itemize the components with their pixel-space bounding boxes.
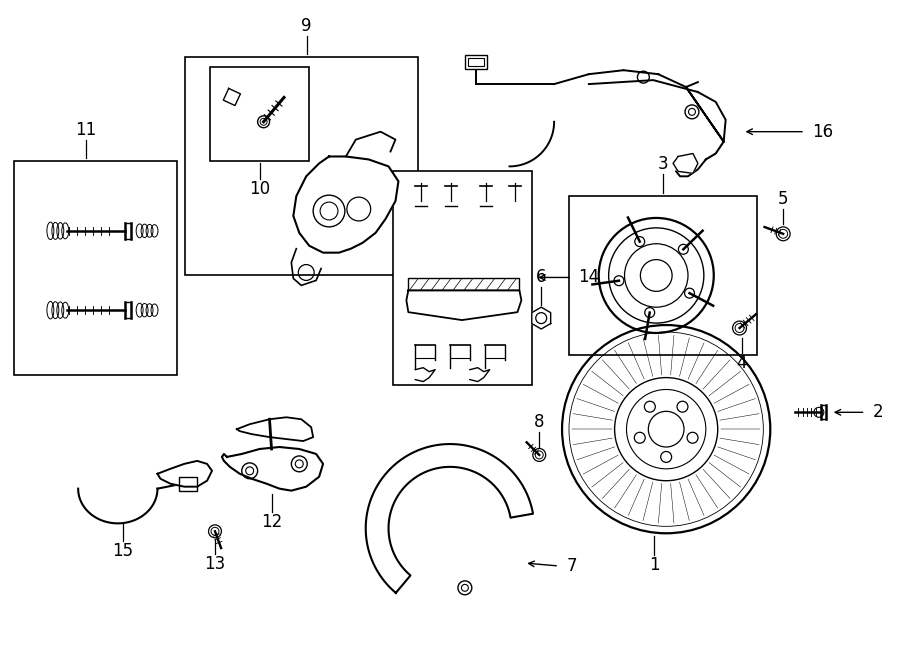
Bar: [468, 58, 483, 66]
Polygon shape: [365, 444, 533, 593]
Bar: [14, 161, 177, 375]
Polygon shape: [407, 290, 521, 320]
Text: 13: 13: [204, 555, 226, 573]
Polygon shape: [158, 461, 212, 486]
Text: 9: 9: [302, 17, 312, 34]
Polygon shape: [237, 417, 313, 441]
Text: 7: 7: [567, 557, 578, 575]
Text: 16: 16: [812, 123, 833, 141]
Bar: [569, 196, 758, 355]
Bar: [210, 67, 310, 161]
Polygon shape: [293, 157, 399, 253]
Text: 3: 3: [658, 155, 669, 173]
Text: 2: 2: [872, 403, 883, 421]
Text: 6: 6: [536, 268, 546, 286]
Text: 10: 10: [249, 180, 270, 198]
Bar: [185, 58, 418, 276]
Text: 1: 1: [649, 556, 660, 574]
Polygon shape: [532, 307, 551, 329]
Text: 14: 14: [578, 268, 599, 286]
Text: 15: 15: [112, 542, 133, 560]
Polygon shape: [222, 447, 323, 490]
Text: 12: 12: [261, 514, 282, 531]
Bar: [465, 56, 487, 69]
Text: 5: 5: [778, 190, 788, 208]
Polygon shape: [673, 153, 698, 173]
Text: 4: 4: [736, 354, 747, 371]
Bar: [179, 477, 197, 490]
Polygon shape: [409, 278, 519, 290]
Bar: [393, 171, 532, 385]
Text: 11: 11: [75, 121, 96, 139]
Polygon shape: [223, 89, 240, 106]
Text: 8: 8: [534, 413, 544, 431]
